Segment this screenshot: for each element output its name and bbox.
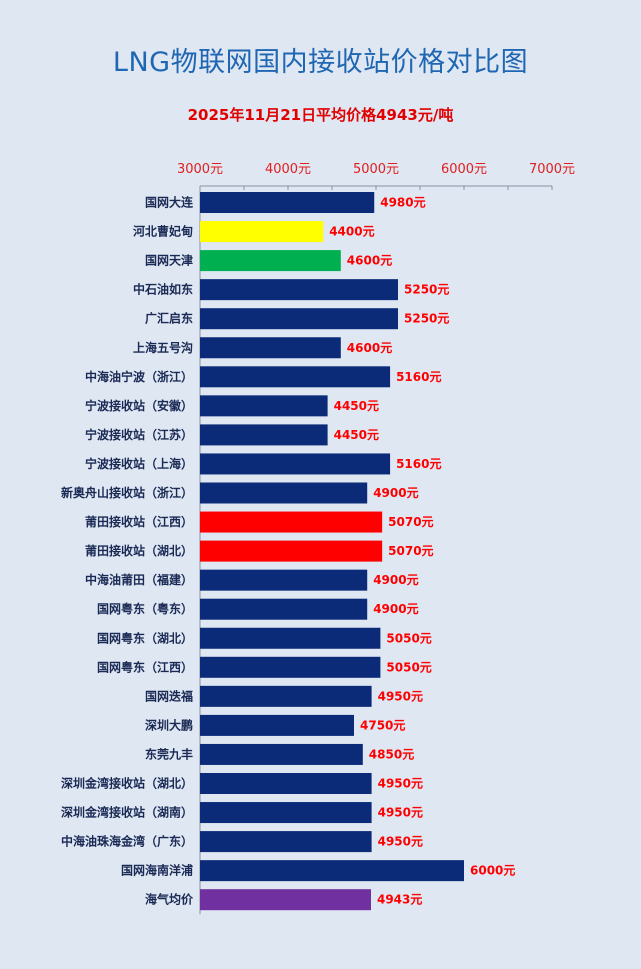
data-label: 5050元 — [386, 660, 431, 674]
category-label: 国网粤东（江西） — [97, 659, 193, 674]
bar — [200, 831, 372, 853]
category-label: 宁波接收站（上海） — [85, 456, 193, 471]
category-label: 宁波接收站（安徽） — [85, 398, 193, 413]
bar — [200, 453, 391, 475]
data-label: 5050元 — [386, 631, 431, 645]
data-label: 4450元 — [334, 399, 379, 413]
x-tick-label: 4000元 — [265, 162, 311, 177]
data-label: 4400元 — [329, 225, 374, 239]
category-label: 上海五号沟 — [133, 340, 193, 355]
bar — [200, 192, 375, 213]
x-tick-label: 6000元 — [441, 162, 487, 177]
category-label: 中海油宁波（浙江） — [85, 369, 193, 384]
category-label: 河北曹妃甸 — [132, 224, 193, 239]
category-label: 国网迭福 — [145, 688, 193, 703]
category-label: 国网粤东（粤东） — [97, 601, 193, 616]
bar — [200, 308, 398, 330]
category-label: 深圳金湾接收站（湖南） — [61, 805, 193, 820]
category-label: 深圳大鹏 — [145, 717, 193, 732]
chart-subtitle: 2025年11月21日平均价格4943元/吨 — [187, 106, 454, 124]
category-label: 中海油莆田（福建） — [85, 572, 193, 587]
category-label: 中石油如东 — [133, 282, 193, 297]
bar — [200, 221, 324, 243]
data-label: 4950元 — [378, 777, 423, 791]
category-label: 广汇启东 — [145, 311, 193, 326]
bar — [200, 743, 363, 765]
bar — [200, 773, 372, 794]
bar — [200, 802, 372, 824]
x-tick-label: 5000元 — [353, 162, 399, 177]
category-label: 深圳金湾接收站（湖北） — [61, 776, 193, 791]
category-label: 莆田接收站（湖北） — [85, 543, 193, 558]
chart-title: LNG物联网国内接收站价格对比图 — [112, 47, 529, 78]
data-label: 4900元 — [373, 486, 418, 500]
bar — [200, 482, 368, 504]
data-label: 5250元 — [404, 283, 449, 297]
x-tick-label: 7000元 — [529, 162, 575, 177]
category-label: 国网海南洋浦 — [121, 863, 193, 878]
data-label: 5250元 — [404, 312, 449, 326]
bar — [200, 337, 341, 359]
data-label: 4943元 — [377, 893, 422, 907]
data-label: 5160元 — [396, 457, 441, 471]
data-label: 4600元 — [347, 254, 392, 268]
bar — [200, 279, 398, 301]
bar — [200, 395, 328, 417]
data-label: 4900元 — [373, 573, 418, 587]
bar — [200, 250, 341, 272]
data-label: 4950元 — [378, 806, 423, 820]
category-label: 国网粤东（湖北） — [97, 630, 193, 645]
category-label: 国网天津 — [145, 253, 193, 268]
data-label: 4950元 — [378, 689, 423, 703]
data-label: 4900元 — [373, 602, 418, 616]
data-label: 4750元 — [360, 718, 405, 732]
bar — [200, 860, 464, 882]
bar — [200, 569, 368, 591]
bar — [200, 685, 372, 707]
bar — [200, 424, 328, 446]
data-label: 4600元 — [347, 341, 392, 355]
bar — [200, 598, 368, 620]
data-label: 5070元 — [388, 544, 433, 558]
bar — [200, 511, 383, 533]
data-label: 4950元 — [378, 835, 423, 849]
data-label: 4850元 — [369, 747, 414, 761]
bar — [200, 656, 381, 678]
category-label: 莆田接收站（江西） — [85, 514, 193, 529]
category-label: 中海油珠海金湾（广东） — [61, 834, 193, 849]
bar — [200, 889, 371, 911]
category-label: 新奥舟山接收站（浙江） — [61, 485, 193, 500]
data-label: 5160元 — [396, 370, 441, 384]
data-label: 6000元 — [470, 864, 515, 878]
data-label: 4450元 — [334, 428, 379, 442]
bar — [200, 627, 381, 649]
category-label: 宁波接收站（江苏） — [85, 427, 193, 442]
bar — [200, 714, 354, 736]
category-label: 国网大连 — [145, 195, 194, 210]
category-label: 海气均价 — [145, 892, 194, 907]
category-label: 东莞九丰 — [145, 746, 193, 761]
data-label: 4980元 — [380, 196, 425, 210]
x-tick-label: 3000元 — [177, 162, 223, 177]
bar — [200, 366, 391, 388]
bar — [200, 540, 383, 562]
data-label: 5070元 — [388, 515, 433, 529]
